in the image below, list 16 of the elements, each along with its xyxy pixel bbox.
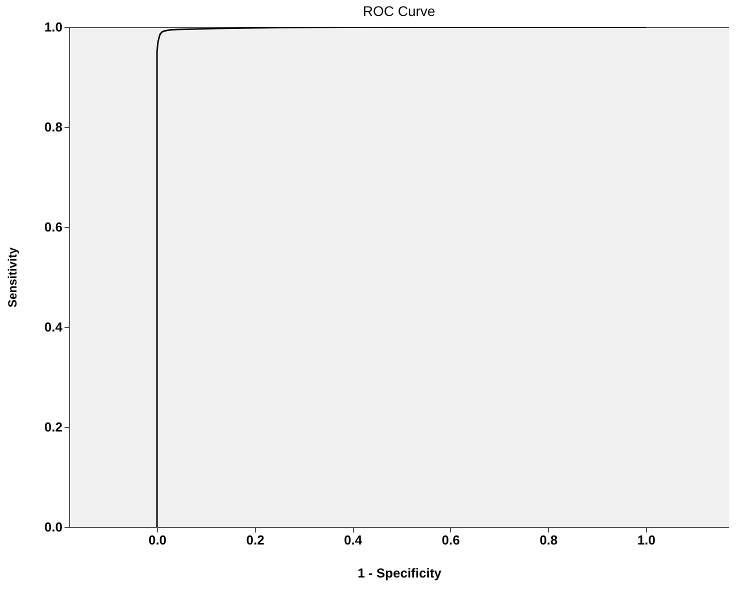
x-tick-label: 1.0 xyxy=(637,532,656,548)
line-series xyxy=(156,27,647,527)
x-axis-title: 1 - Specificity xyxy=(358,566,442,580)
y-tick-label: 1.0 xyxy=(44,20,62,34)
y-axis-title: Sensitivity xyxy=(5,247,20,308)
x-tick-label: 0.8 xyxy=(540,532,558,548)
y-tick-label: 0.0 xyxy=(44,520,62,534)
y-tick-label: 0.2 xyxy=(44,420,62,434)
x-tick-label: 0.0 xyxy=(148,532,167,548)
x-tick-label: 0.4 xyxy=(344,532,363,548)
chart-title: ROC Curve xyxy=(362,3,436,19)
y-tick-label: 0.8 xyxy=(44,120,62,134)
x-tick-label: 0.2 xyxy=(246,532,264,548)
y-tick-label: 0.4 xyxy=(44,320,64,334)
x-tick-label: 0.6 xyxy=(442,532,460,548)
y-tick-label: 0.6 xyxy=(44,220,62,234)
